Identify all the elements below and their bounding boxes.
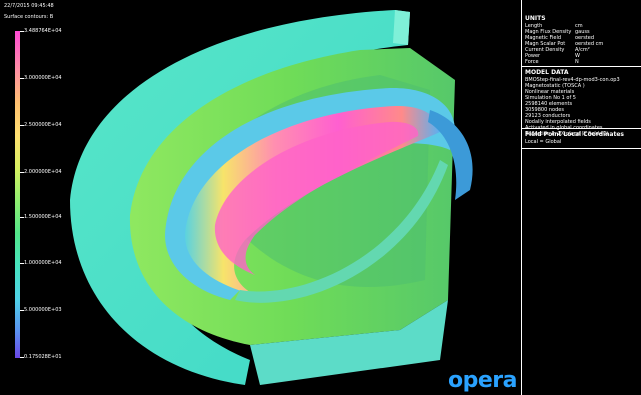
field-point-line: Local = Global [525,139,562,145]
tick-label: 5.000000E+03 [24,307,62,313]
units-row: Length cm [525,23,583,29]
tick-label: 2.000000E+04 [24,169,62,175]
model-line: 3059800 nodes [525,107,564,113]
timestamp: 22/7/2015 09:45:48 [4,3,54,9]
field-point-title: Field Point Local Coordinates [525,131,624,138]
model-line: Simulation No 1 of 5 [525,95,576,101]
info-panel: UNITS Length cm Magn Flux Density gauss Ma… [521,0,641,395]
tick-label: 1.500000E+04 [24,214,62,220]
tick-label: 2.500000E+04 [24,122,62,128]
units-row: Magn Flux Density gauss [525,29,590,35]
tick-mark [20,357,24,358]
units-row: Magn Scalar Pot oersted cm [525,41,604,47]
model-line: 2598140 elements [525,101,573,107]
tick-mark [20,172,24,173]
model-line: Nonlinear materials [525,89,575,95]
units-title: UNITS [525,15,546,22]
tick-mark [20,31,24,32]
coil-hot [214,121,419,275]
lower-flange [250,300,448,385]
color-scale-bar [15,31,20,358]
model-line: Magnetostatic (TOSCA ) [525,83,585,89]
model-viewport[interactable]: 22/7/2015 09:45:48 Surface contours: B 3… [0,0,521,395]
outer-shell-rim [393,10,410,45]
model-data-title: MODEL DATA [525,69,569,76]
tick-mark [20,125,24,126]
legend-title: Surface contours: B [4,14,54,20]
units-row: Current Density A/cm² [525,47,590,53]
model-line: BMOStep-final-rev4-dp-mod3-con.op3 [525,77,620,83]
model-line: Reflection in ZX plane (Y field=0) [525,131,609,137]
model-line: Nodally interpolated fields [525,119,591,125]
divider [522,66,641,67]
coil-inner-band [235,160,448,303]
divider [522,148,641,149]
model-line: 29123 conductors [525,113,571,119]
tick-mark [20,310,24,311]
tick-label: 0.175028E+01 [24,354,62,360]
units-row: Force N [525,59,579,65]
units-row: Magnetic Field oersted [525,35,595,41]
tick-label: 1.000000E+04 [24,260,62,266]
tick-label: 3.000000E+04 [24,75,62,81]
model-data-section: MODEL DATA BMOStep-final-rev4-dp-mod3-co… [525,69,620,138]
bore [428,110,473,200]
tick-mark [20,78,24,79]
opera-logo: opera [448,368,517,393]
units-row: Power W [525,53,580,59]
tick-mark [20,263,24,264]
tick-mark [20,217,24,218]
units-section: UNITS Length cm Magn Flux Density gauss Ma… [525,15,604,66]
magnet-3d-render [70,10,473,385]
divider [522,128,641,129]
field-point-section: Field Point Local Coordinates Local = Gl… [525,131,624,146]
tick-label: 3.488764E+04 [24,28,62,34]
